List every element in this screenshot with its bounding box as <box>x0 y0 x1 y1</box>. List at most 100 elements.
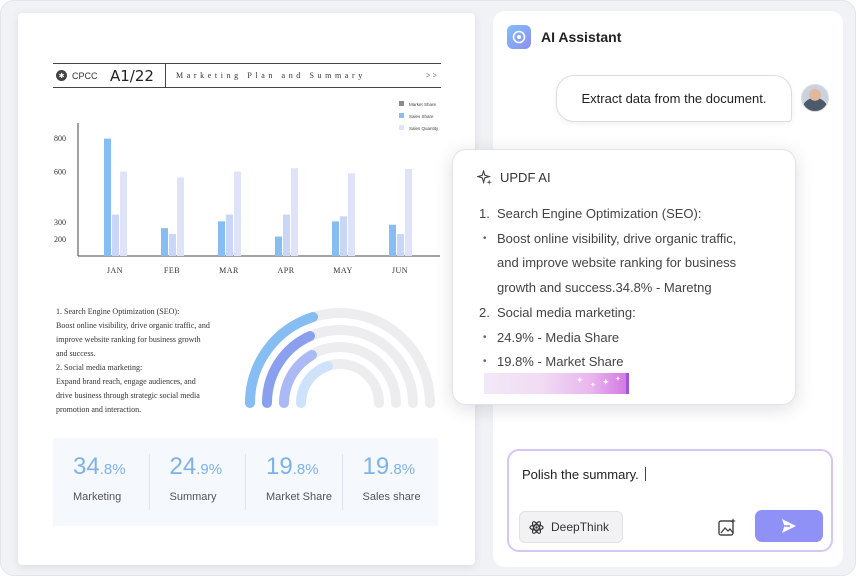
list-bullet: • <box>483 232 487 244</box>
send-icon <box>782 519 796 533</box>
list-bullet: 2. <box>479 304 490 320</box>
bar <box>104 138 111 256</box>
stats-row: 34.8% Marketing 24.9% Summary 19.8% Mark… <box>53 438 438 526</box>
bar <box>169 234 176 256</box>
bar <box>234 171 241 256</box>
legend-swatch <box>399 113 404 118</box>
body-line: drive business through strategic social … <box>56 391 200 400</box>
stat-marketing: 34.8% Marketing <box>53 454 150 510</box>
document-header: ✱ CPCC A1/22 Marketing Plan and Summary … <box>53 63 441 88</box>
x-tick-label: FEB <box>164 266 180 273</box>
atom-icon <box>529 520 544 534</box>
ai-response-list: 1. Search Engine Optimization (SEO): • Boo… <box>479 202 779 375</box>
bar <box>291 168 298 256</box>
document-title: Marketing Plan and Summary <box>176 71 366 80</box>
page-code: A1/22 <box>110 66 154 85</box>
legend-label: Market Share <box>409 102 437 107</box>
y-tick-label: 600 <box>54 168 66 177</box>
legend-swatch <box>399 101 404 106</box>
bar <box>283 214 290 256</box>
chat-input-value[interactable]: Polish the summary. <box>522 467 639 482</box>
logo: ✱ CPCC <box>53 70 110 81</box>
radial-progress-chart <box>244 308 435 408</box>
stat-value: 19.8% <box>266 454 342 483</box>
ai-list-item: 1. Search Engine Optimization (SEO): <box>479 202 779 227</box>
logo-text: CPCC <box>72 70 98 81</box>
stat-value-whole: 19 <box>266 453 293 480</box>
y-tick-label: 300 <box>54 218 66 227</box>
body-line: 1. Search Engine Optimization (SEO): <box>56 307 180 316</box>
ai-response-card: UPDF AI 1. Search Engine Optimization (SE… <box>452 149 796 405</box>
stat-label: Sales share <box>362 491 421 503</box>
document-page: ✱ CPCC A1/22 Marketing Plan and Summary … <box>18 13 475 565</box>
stat-value-fraction: .8% <box>292 461 319 478</box>
send-button[interactable] <box>755 510 823 542</box>
x-tick-label: MAR <box>219 266 239 273</box>
stat-value-whole: 24 <box>169 453 197 480</box>
list-bullet: • <box>483 356 487 368</box>
x-tick-label: JUN <box>392 266 408 273</box>
bar-chart: 200 300 600 800 JAN FEB MAR APR MAY JUN Market Sha… <box>54 101 440 273</box>
stat-sales-share: 19.8% Sales share <box>343 454 439 510</box>
ai-list-item: and improve website ranking for business <box>479 251 779 276</box>
stat-market-share: 19.8% Market Share <box>246 454 343 510</box>
body-line: Boost online visibility, drive organic t… <box>56 321 210 330</box>
bar <box>275 236 282 256</box>
body-line: and success. <box>56 349 96 358</box>
ai-list-text: Boost online visibility, drive organic t… <box>497 230 737 246</box>
logo-icon: ✱ <box>56 70 67 81</box>
header-arrow: >> <box>425 71 439 80</box>
bar <box>120 171 127 256</box>
sparkle-icon: ✦ <box>615 376 621 383</box>
deepthink-label: DeepThink <box>551 520 610 534</box>
stat-value-whole: 19 <box>362 453 390 480</box>
stat-summary: 24.9% Summary <box>150 453 246 510</box>
ai-list-item: 2. Social media marketing: <box>479 301 779 326</box>
stat-label: Summary <box>169 491 217 503</box>
ai-response-header: UPDF AI <box>477 170 551 185</box>
ai-list-item: • 24.9% - Media Share <box>479 326 779 351</box>
ai-assistant-icon <box>507 25 531 49</box>
ai-list-text: Search Engine Optimization (SEO): <box>497 206 702 221</box>
user-avatar <box>801 84 829 112</box>
bar <box>340 216 347 256</box>
arc-progress <box>244 312 318 408</box>
bar <box>332 221 339 256</box>
body-line: improve website ranking for business gro… <box>56 335 201 344</box>
ai-list-item: • 19.8% - Market Share <box>479 350 779 375</box>
bar <box>348 173 355 256</box>
sparkle-icon <box>477 170 492 185</box>
bar <box>397 234 404 256</box>
ai-list-text: growth and success.34.8% - Maretng <box>497 280 712 296</box>
image-upload-icon[interactable] <box>717 517 737 537</box>
legend-swatch <box>399 125 404 130</box>
arc-progress <box>279 350 317 408</box>
arc-progress <box>296 361 333 408</box>
stat-value: 19.8% <box>363 454 439 483</box>
ai-list-item: • Boost online visibility, drive organic … <box>479 227 779 252</box>
body-line: 2. Social media marketing: <box>56 363 143 372</box>
stat-value-whole: 34 <box>73 453 100 480</box>
ai-list-item: growth and success.34.8% - Maretng <box>479 276 779 301</box>
deepthink-button[interactable]: DeepThink <box>519 511 623 543</box>
ai-name: UPDF AI <box>500 170 551 185</box>
sparkle-icon: ✦ <box>576 375 584 385</box>
list-bullet <box>479 276 497 301</box>
x-tick-label: APR <box>277 266 294 273</box>
ai-list-text: Social media marketing: <box>497 304 636 320</box>
body-line: promotion and interaction. <box>56 405 142 414</box>
chat-input-text[interactable]: Polish the summary. <box>522 467 646 482</box>
list-bullet <box>479 251 497 276</box>
list-bullet: • <box>483 331 487 343</box>
bar <box>161 228 168 256</box>
sparkle-icon: ✦ <box>590 382 596 389</box>
y-tick-label: 200 <box>54 235 66 244</box>
panel-header: AI Assistant <box>507 25 621 49</box>
x-tick-label: MAY <box>333 266 352 273</box>
bar <box>218 221 225 256</box>
document-body-text: 1. Search Engine Optimization (SEO): Boo… <box>56 305 246 417</box>
x-tick-label: JAN <box>107 266 123 273</box>
stat-label: Marketing <box>73 491 122 503</box>
chat-input[interactable]: Polish the summary. DeepThink <box>507 449 833 552</box>
ai-list-text: 24.9% - Media Share <box>497 329 620 345</box>
